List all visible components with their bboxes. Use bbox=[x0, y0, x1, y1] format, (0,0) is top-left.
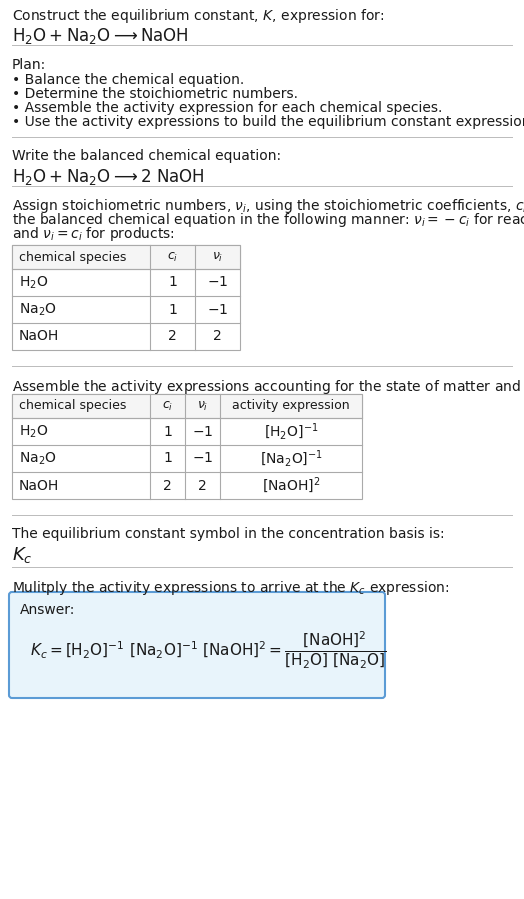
Text: $-1$: $-1$ bbox=[207, 302, 228, 316]
Text: 2: 2 bbox=[198, 478, 207, 493]
Text: $\mathrm{H_2O + Na_2O \longrightarrow NaOH}$: $\mathrm{H_2O + Na_2O \longrightarrow Na… bbox=[12, 26, 189, 46]
Text: chemical species: chemical species bbox=[19, 251, 126, 263]
Bar bbox=[12, 394, 362, 418]
Text: $\mathrm{H_2O}$: $\mathrm{H_2O}$ bbox=[19, 274, 48, 290]
Text: 1: 1 bbox=[168, 275, 177, 289]
Text: 2: 2 bbox=[168, 330, 177, 343]
Text: • Determine the stoichiometric numbers.: • Determine the stoichiometric numbers. bbox=[12, 87, 298, 101]
Text: activity expression: activity expression bbox=[232, 399, 350, 413]
Text: 1: 1 bbox=[168, 302, 177, 316]
Text: $\mathrm{Na_2O}$: $\mathrm{Na_2O}$ bbox=[19, 450, 57, 467]
Text: $\mathrm{H_2O + Na_2O \longrightarrow 2\ NaOH}$: $\mathrm{H_2O + Na_2O \longrightarrow 2\… bbox=[12, 167, 205, 187]
Bar bbox=[12, 394, 362, 499]
Text: • Use the activity expressions to build the equilibrium constant expression.: • Use the activity expressions to build … bbox=[12, 115, 524, 129]
Text: $K_c$: $K_c$ bbox=[12, 545, 32, 565]
Text: $c_i$: $c_i$ bbox=[162, 399, 173, 413]
Text: The equilibrium constant symbol in the concentration basis is:: The equilibrium constant symbol in the c… bbox=[12, 527, 445, 541]
Text: $[\mathrm{Na_2O}]^{-1}$: $[\mathrm{Na_2O}]^{-1}$ bbox=[259, 449, 322, 468]
Text: Mulitply the activity expressions to arrive at the $K_c$ expression:: Mulitply the activity expressions to arr… bbox=[12, 579, 450, 597]
Text: $K_c = [\mathrm{H_2O}]^{-1}\ [\mathrm{Na_2O}]^{-1}\ [\mathrm{NaOH}]^{2}$$ = \dfr: $K_c = [\mathrm{H_2O}]^{-1}\ [\mathrm{Na… bbox=[30, 629, 387, 671]
Text: NaOH: NaOH bbox=[19, 478, 59, 493]
Bar bbox=[12, 245, 240, 350]
Text: $-1$: $-1$ bbox=[192, 424, 213, 439]
Text: $[\mathrm{NaOH}]^{2}$: $[\mathrm{NaOH}]^{2}$ bbox=[262, 476, 320, 495]
Text: $-1$: $-1$ bbox=[192, 451, 213, 466]
Text: the balanced chemical equation in the following manner: $\nu_i = -c_i$ for react: the balanced chemical equation in the fo… bbox=[12, 211, 524, 229]
Text: Answer:: Answer: bbox=[20, 603, 75, 617]
Text: Construct the equilibrium constant, $K$, expression for:: Construct the equilibrium constant, $K$,… bbox=[12, 7, 385, 25]
Text: $-1$: $-1$ bbox=[207, 275, 228, 289]
Text: Assemble the activity expressions accounting for the state of matter and $\nu_i$: Assemble the activity expressions accoun… bbox=[12, 378, 524, 396]
Text: $\mathrm{Na_2O}$: $\mathrm{Na_2O}$ bbox=[19, 301, 57, 317]
Text: 2: 2 bbox=[213, 330, 222, 343]
Bar bbox=[12, 245, 240, 269]
Text: $\nu_i$: $\nu_i$ bbox=[212, 251, 223, 263]
Text: • Assemble the activity expression for each chemical species.: • Assemble the activity expression for e… bbox=[12, 101, 442, 115]
FancyBboxPatch shape bbox=[9, 592, 385, 698]
Text: $\mathrm{H_2O}$: $\mathrm{H_2O}$ bbox=[19, 423, 48, 440]
Text: NaOH: NaOH bbox=[19, 330, 59, 343]
Text: $c_i$: $c_i$ bbox=[167, 251, 178, 263]
Text: and $\nu_i = c_i$ for products:: and $\nu_i = c_i$ for products: bbox=[12, 225, 175, 243]
Text: 1: 1 bbox=[163, 424, 172, 439]
Text: Assign stoichiometric numbers, $\nu_i$, using the stoichiometric coefficients, $: Assign stoichiometric numbers, $\nu_i$, … bbox=[12, 197, 524, 215]
Text: Write the balanced chemical equation:: Write the balanced chemical equation: bbox=[12, 149, 281, 163]
Text: 2: 2 bbox=[163, 478, 172, 493]
Text: 1: 1 bbox=[163, 451, 172, 466]
Text: • Balance the chemical equation.: • Balance the chemical equation. bbox=[12, 73, 244, 87]
Text: $[\mathrm{H_2O}]^{-1}$: $[\mathrm{H_2O}]^{-1}$ bbox=[264, 422, 318, 441]
Text: chemical species: chemical species bbox=[19, 399, 126, 413]
Text: $\nu_i$: $\nu_i$ bbox=[197, 399, 208, 413]
Text: Plan:: Plan: bbox=[12, 58, 46, 72]
